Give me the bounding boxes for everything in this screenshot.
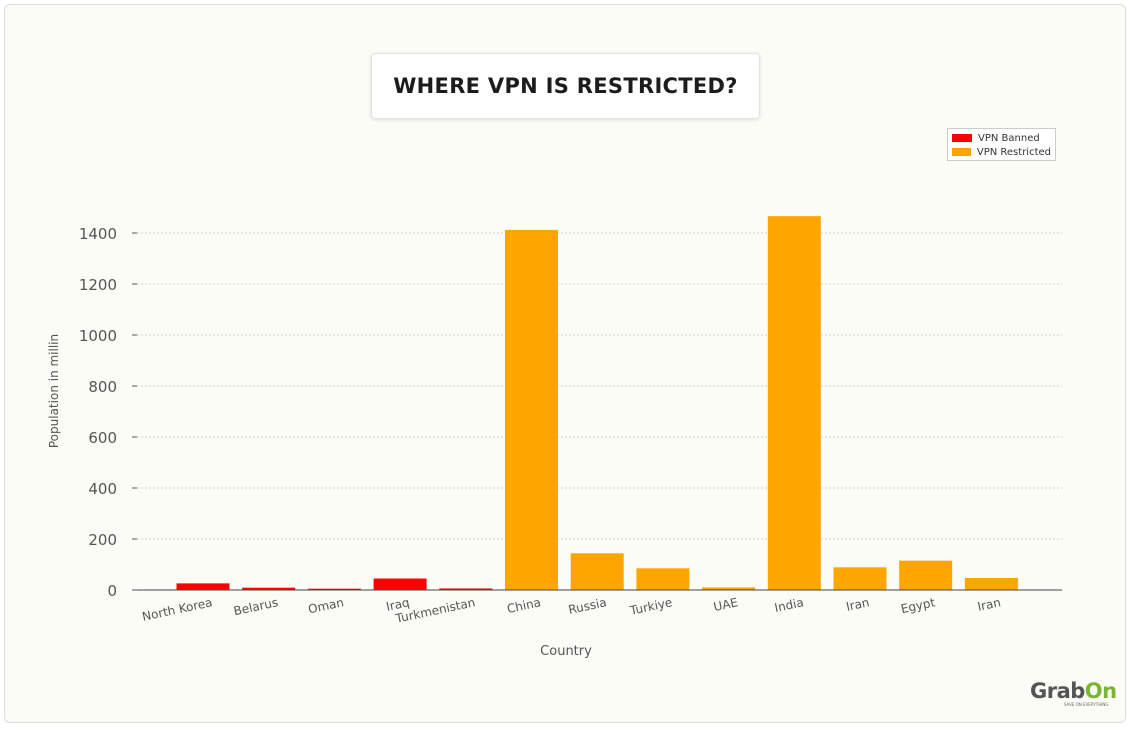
y-tick-label: 0: [107, 582, 117, 600]
y-axis-label: Population in millin: [47, 334, 61, 448]
bar-banned: [307, 588, 361, 590]
bars: [176, 216, 1018, 591]
legend-item-restricted: VPN Restricted: [952, 145, 1051, 159]
bar-restricted: [505, 229, 558, 590]
x-tick-label: UAE: [712, 595, 739, 614]
bar-banned: [242, 587, 296, 590]
y-tick-label: 200: [88, 531, 117, 549]
grabon-logo: GrabOn SAVE ON EVERYTHING: [1030, 679, 1117, 707]
legend-label-restricted: VPN Restricted: [976, 146, 1051, 158]
x-axis-label: Country: [540, 644, 592, 659]
y-tick-label: 1400: [79, 225, 117, 243]
x-tick-label: Iran: [976, 595, 1002, 614]
x-tick-label: Belarus: [232, 595, 279, 618]
y-tick-label: 1200: [79, 276, 117, 294]
bar-restricted: [833, 567, 887, 590]
x-tick-label: Turkiye: [628, 595, 674, 618]
y-tick-label: 400: [88, 480, 117, 498]
x-tick-label: Iran: [845, 595, 871, 614]
logo-wordmark: GrabOn: [1030, 679, 1117, 703]
chart-title-box: WHERE VPN IS RESTRICTED?: [371, 53, 760, 119]
chart-title: WHERE VPN IS RESTRICTED?: [393, 74, 738, 98]
x-tick-label: India: [773, 595, 805, 615]
x-tick-label: North Korea: [141, 595, 214, 624]
x-tick-label: China: [506, 595, 542, 616]
logo-tagline: SAVE ON EVERYTHING: [1064, 702, 1109, 707]
chart-legend: VPN Banned VPN Restricted: [947, 128, 1056, 161]
y-tick-label: 800: [88, 378, 117, 396]
bar-restricted: [636, 568, 690, 590]
y-tick-label: 600: [88, 429, 117, 447]
bar-restricted: [570, 553, 624, 590]
legend-swatch-restricted: [952, 148, 971, 156]
legend-item-banned: VPN Banned: [952, 131, 1051, 145]
x-tick-label: Iraq: [385, 595, 411, 614]
bar-banned: [439, 588, 493, 590]
bar-restricted: [702, 587, 756, 590]
legend-swatch-banned: [952, 134, 972, 142]
x-tick-label: Oman: [307, 595, 345, 616]
bar-banned: [176, 583, 230, 590]
bar-banned: [373, 578, 427, 590]
bar-restricted: [964, 578, 1018, 590]
bar-restricted: [767, 216, 821, 591]
logo-word-grab: Grab: [1030, 679, 1085, 703]
grid-lines: [137, 232, 1062, 540]
bar-restricted: [899, 560, 953, 590]
x-tick-label: Russia: [567, 595, 608, 617]
y-axis-ticks: 0 200 400 600 800 1000 1200 1400: [79, 225, 137, 600]
logo-word-on: On: [1084, 679, 1117, 703]
x-tick-label: Egypt: [900, 595, 937, 616]
y-tick-label: 1000: [79, 327, 117, 345]
chart-card: [4, 4, 1126, 723]
legend-label-banned: VPN Banned: [978, 132, 1040, 144]
